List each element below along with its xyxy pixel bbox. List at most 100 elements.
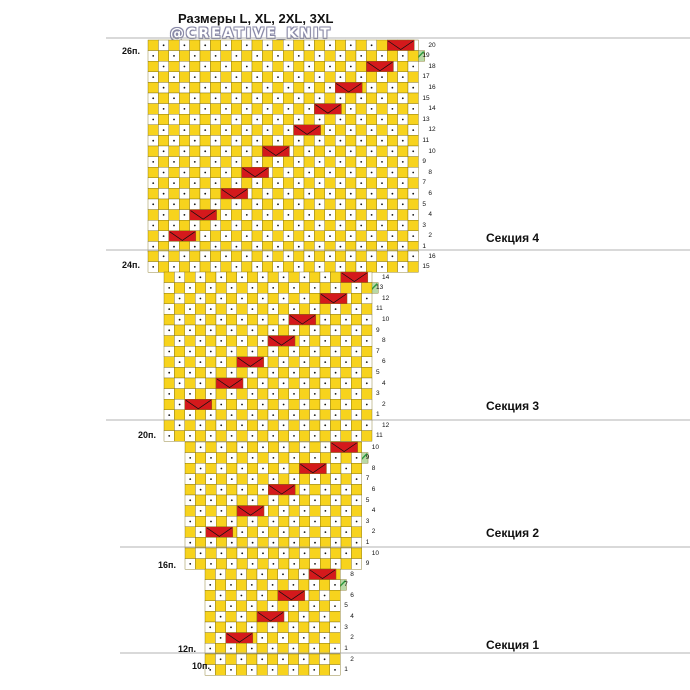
chart-cell	[387, 219, 398, 231]
chart-cell	[407, 156, 419, 168]
chart-cell	[397, 250, 409, 262]
chart-cell	[320, 473, 331, 485]
chart-cell	[361, 282, 373, 294]
stitch-dot	[277, 139, 279, 142]
stitch-dot	[282, 637, 284, 639]
chart-cell	[387, 71, 398, 83]
chart-cell	[262, 198, 273, 210]
stitch-dot	[334, 414, 337, 416]
chart-cell	[268, 505, 279, 517]
stitch-dot	[219, 573, 222, 576]
stitch-dot	[303, 510, 306, 512]
stitch-dot	[365, 318, 368, 321]
stitch-dot	[324, 382, 327, 385]
stitch-dot	[193, 97, 196, 100]
stitch-dot	[381, 224, 383, 227]
stitch-dot	[214, 118, 217, 121]
chart-cell	[335, 124, 346, 136]
chart-cell	[335, 250, 346, 262]
stitch-dot	[282, 531, 285, 533]
chart-cell	[204, 590, 216, 602]
row-number-label: 11	[376, 432, 383, 440]
stitch-dot	[230, 435, 233, 437]
stitch-dot	[251, 457, 254, 459]
stitch-dot	[262, 552, 264, 555]
stitch-dot	[251, 563, 254, 565]
chart-cell	[158, 198, 169, 210]
stitch-dot	[313, 584, 316, 586]
chart-cell	[407, 261, 419, 273]
stitch-dot	[183, 214, 186, 216]
stitch-dot	[225, 44, 227, 47]
stitch-dot	[277, 55, 279, 57]
stitch-dot	[189, 308, 191, 310]
stitch-dot	[292, 605, 295, 607]
chart-cell	[257, 516, 269, 528]
chart-cell	[205, 463, 217, 475]
stitch-dot	[329, 235, 331, 238]
stitch-dot	[193, 245, 196, 248]
row-number-label: 8	[428, 168, 433, 176]
chart-cell	[324, 92, 336, 104]
chart-cell	[158, 177, 169, 189]
stitch-dot	[162, 235, 165, 238]
chart-cell	[345, 113, 357, 125]
stitch-dot	[193, 203, 196, 206]
chart-cell	[366, 241, 377, 253]
chart-cell	[256, 621, 268, 633]
stitch-dot	[297, 161, 300, 163]
stitch-dot	[345, 510, 348, 512]
chart-cell	[355, 145, 367, 157]
chart-cell	[189, 103, 201, 115]
chart-cell	[215, 558, 227, 570]
stitch-dot	[293, 350, 295, 353]
cable-cross-mark	[221, 189, 248, 199]
chart-cell	[205, 356, 217, 368]
stitch-dot	[391, 129, 394, 132]
chart-cell	[178, 135, 190, 147]
stitch-dot	[323, 615, 326, 618]
stitch-dot	[204, 129, 207, 132]
chart-cell	[199, 113, 211, 125]
stitch-dot	[355, 308, 358, 310]
chart-cell	[174, 409, 185, 421]
chart-cell	[329, 632, 341, 644]
chart-cell	[278, 409, 289, 421]
stitch-dot	[199, 276, 202, 279]
cable-cross-mark	[341, 272, 368, 283]
chart-cell	[205, 293, 217, 305]
chart-cell	[340, 303, 352, 315]
row-number-label: 9	[365, 560, 370, 568]
chart-cell	[387, 156, 398, 168]
stitch-dot	[334, 287, 337, 289]
chart-cell	[330, 463, 342, 475]
stitch-dot	[251, 308, 254, 310]
chart-cell	[268, 441, 279, 453]
stitch-dot	[313, 669, 316, 671]
stitch-dot	[262, 446, 264, 449]
stitch-dot	[261, 594, 264, 597]
stitch-dot	[314, 457, 316, 459]
chart-cell	[178, 71, 190, 83]
stitch-dot	[339, 139, 342, 142]
chart-cell	[158, 261, 169, 273]
row-number-label: 7	[365, 475, 370, 483]
chart-cell	[189, 82, 201, 94]
chart-cell	[345, 241, 357, 253]
chart-cell	[189, 188, 201, 200]
chart-cell	[319, 621, 330, 633]
cable-cross-mark	[278, 590, 305, 601]
chart-cell	[257, 367, 269, 379]
stitch-dot	[251, 287, 254, 289]
chart-cell	[335, 188, 346, 200]
stitch-dot	[287, 129, 290, 132]
stitch-dot	[297, 97, 300, 100]
stitch-dot	[245, 129, 248, 132]
stitch-dot	[323, 594, 326, 597]
stitch-dot	[282, 552, 285, 555]
chart-cell	[329, 590, 341, 602]
stitch-dot	[324, 488, 327, 491]
row-number-label: 8	[350, 570, 354, 578]
stitch-dot	[168, 350, 171, 353]
stitch-dot	[313, 287, 316, 289]
